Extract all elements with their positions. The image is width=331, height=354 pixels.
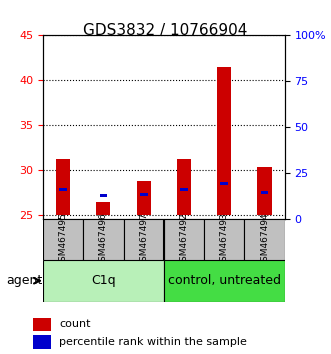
Bar bbox=[217, 67, 231, 215]
Text: GSM467493: GSM467493 bbox=[220, 212, 229, 267]
Bar bbox=[83, 219, 123, 260]
Bar bbox=[43, 219, 83, 260]
Bar bbox=[33, 335, 51, 349]
Text: percentile rank within the sample: percentile rank within the sample bbox=[59, 337, 247, 347]
Text: GSM467492: GSM467492 bbox=[179, 212, 188, 267]
Text: agent: agent bbox=[7, 274, 43, 287]
Text: GSM467495: GSM467495 bbox=[59, 212, 68, 267]
Bar bbox=[43, 260, 164, 302]
Text: GSM467497: GSM467497 bbox=[139, 212, 148, 267]
Bar bbox=[137, 181, 151, 215]
Bar bbox=[59, 188, 67, 192]
Bar bbox=[204, 219, 244, 260]
Text: GSM467494: GSM467494 bbox=[260, 212, 269, 267]
Bar bbox=[56, 159, 70, 215]
Bar bbox=[33, 318, 51, 331]
Bar bbox=[164, 260, 285, 302]
Bar bbox=[220, 182, 228, 185]
Bar bbox=[140, 193, 148, 196]
Bar bbox=[244, 219, 285, 260]
Text: C1q: C1q bbox=[91, 274, 116, 287]
Bar bbox=[177, 159, 191, 215]
Bar bbox=[258, 166, 271, 215]
Bar bbox=[96, 201, 111, 215]
Text: GDS3832 / 10766904: GDS3832 / 10766904 bbox=[83, 23, 248, 38]
Bar bbox=[180, 188, 188, 192]
Text: count: count bbox=[59, 319, 91, 329]
Bar bbox=[123, 219, 164, 260]
Bar bbox=[100, 194, 107, 197]
Text: GSM467496: GSM467496 bbox=[99, 212, 108, 267]
Bar bbox=[260, 191, 268, 194]
Bar bbox=[164, 219, 204, 260]
Text: control, untreated: control, untreated bbox=[168, 274, 281, 287]
